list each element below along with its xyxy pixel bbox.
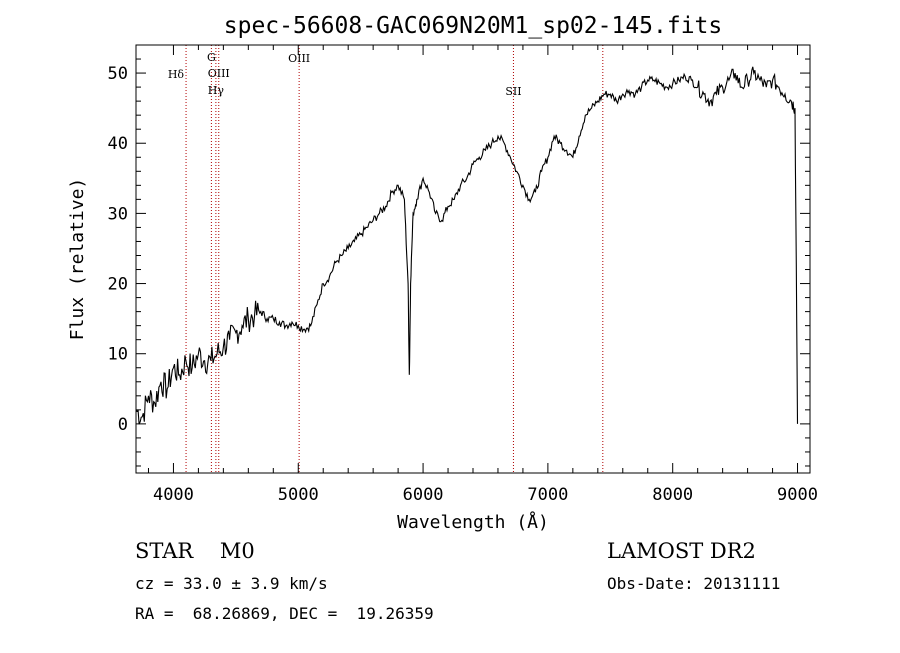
plot-frame — [135, 44, 811, 474]
redshift-cz: cz = 33.0 ± 3.9 km/s — [135, 574, 328, 593]
y-tick-label: 50 — [108, 64, 128, 84]
y-tick-label: 30 — [108, 204, 128, 224]
y-tick-label: 20 — [108, 275, 128, 295]
line-markers: Hδ G OIII Hγ OIII SII — [168, 45, 604, 473]
y-tick-label: 40 — [108, 134, 128, 154]
x-tick-label: 4000 — [153, 485, 194, 505]
coordinates: RA = 68.26869, DEC = 19.26359 — [135, 604, 434, 623]
line-marker-label: OIII — [288, 52, 310, 65]
x-tick-label: 7000 — [527, 485, 568, 505]
spectrum-line — [135, 66, 799, 425]
line-marker-label: OIII — [208, 67, 230, 80]
y-axis-label: Flux (relative) — [67, 178, 88, 341]
x-tick-label: 5000 — [278, 485, 319, 505]
observation-date: Obs-Date: 20131111 — [607, 574, 781, 593]
x-axis-label: Wavelength (Å) — [397, 511, 549, 533]
y-axis: 0 10 20 30 40 50 — [108, 44, 810, 467]
y-tick-label: 10 — [108, 345, 128, 365]
survey-label: LAMOST DR2 — [607, 539, 756, 563]
x-tick-label: 8000 — [652, 485, 693, 505]
data-series — [135, 66, 799, 425]
y-tick-label: 0 — [118, 415, 128, 435]
line-marker-label: Hδ — [168, 68, 185, 81]
object-class: STAR M0 — [135, 539, 255, 563]
x-tick-label: 9000 — [777, 485, 818, 505]
chart-title: spec-56608-GAC069N20M1_sp02-145.fits — [224, 13, 723, 39]
line-marker-label: Hγ — [208, 84, 225, 97]
line-marker-label: SII — [505, 85, 521, 98]
x-axis: 4000 5000 6000 7000 8000 9000 — [147, 45, 818, 505]
x-tick-label: 6000 — [403, 485, 444, 505]
line-marker-label: G — [207, 51, 216, 64]
